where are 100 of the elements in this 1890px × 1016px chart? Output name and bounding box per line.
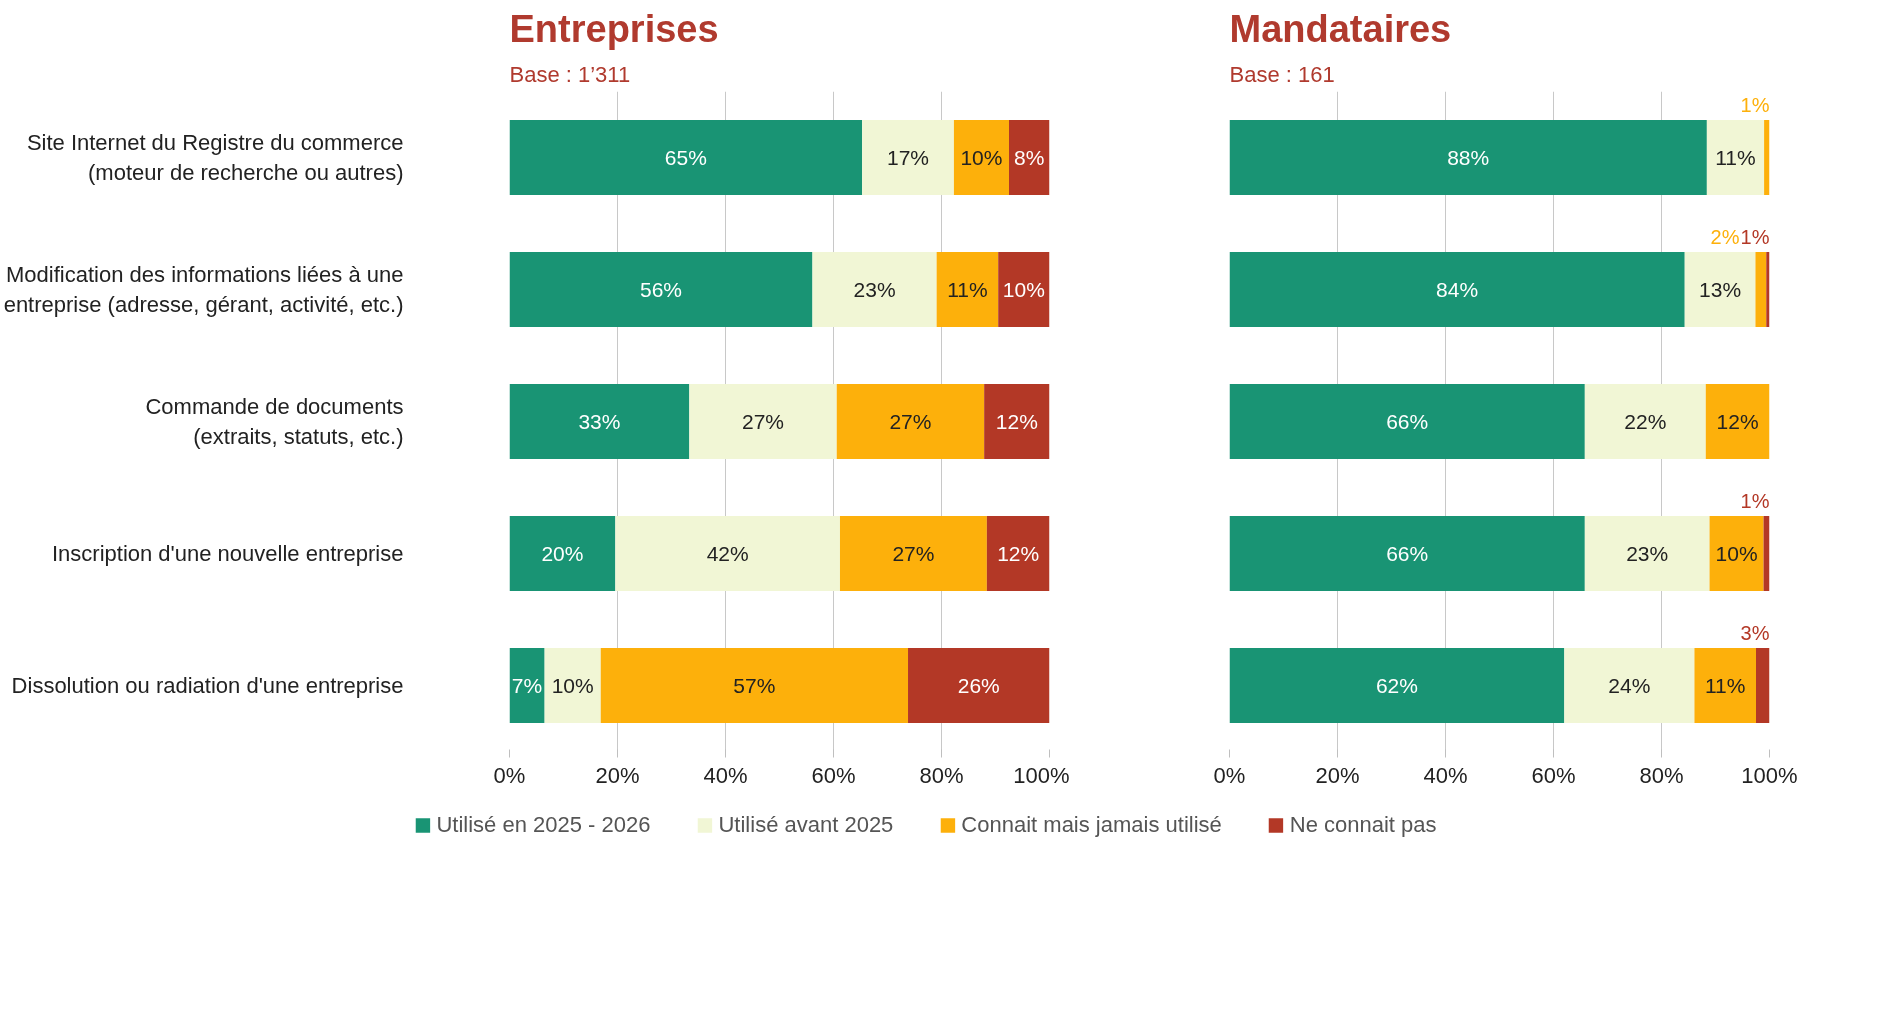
data-label: 24%	[1608, 674, 1651, 697]
legend-label: Connait mais jamais utilisé	[961, 812, 1222, 838]
data-label: 27%	[742, 410, 785, 433]
data-label: 56%	[639, 278, 682, 301]
bar	[544, 647, 601, 724]
data-label: 42%	[706, 542, 749, 565]
bar	[1706, 119, 1765, 196]
data-label: 10%	[551, 674, 594, 697]
bar	[509, 515, 616, 592]
data-label: 12%	[995, 410, 1038, 433]
x-tick-label: 80%	[1639, 762, 1684, 788]
data-label: 12%	[1716, 410, 1759, 433]
bar	[984, 383, 1050, 460]
bar	[1694, 647, 1756, 724]
data-label: 3%	[1740, 621, 1770, 644]
data-label: 33%	[578, 410, 621, 433]
bar	[1229, 119, 1707, 196]
x-tick-label: 80%	[919, 762, 964, 788]
bar	[1684, 251, 1756, 328]
y-tick-label: Modification des informations liées à une entreprise (adresse, gérant, activité, etc.)	[3, 262, 404, 317]
bar	[509, 383, 690, 460]
bar	[1755, 251, 1767, 328]
x-tick-label: 20%	[595, 762, 640, 788]
bar	[1584, 515, 1710, 592]
chart-title: Entreprises	[509, 7, 719, 50]
x-tick-label: 60%	[811, 762, 856, 788]
legend-label: Ne connait pas	[1289, 812, 1437, 838]
data-label: 27%	[892, 542, 935, 565]
data-label: 23%	[1626, 542, 1669, 565]
x-tick-label: 100%	[1741, 762, 1798, 788]
data-label: 88%	[1447, 146, 1490, 169]
bar	[812, 251, 937, 328]
x-tick-label: 100%	[1013, 762, 1070, 788]
x-tick-label: 0%	[1213, 762, 1246, 788]
bar	[509, 647, 545, 724]
data-label: 20%	[541, 542, 584, 565]
data-label: 1%	[1740, 225, 1770, 248]
x-tick-label: 60%	[1531, 762, 1576, 788]
bar	[615, 515, 840, 592]
chart-subtitle: Base : 161	[1229, 61, 1335, 87]
data-label: 2%	[1710, 225, 1740, 248]
data-label: 12%	[997, 542, 1040, 565]
x-tick-label: 0%	[493, 762, 526, 788]
y-tick-label: Dissolution ou radiation d'une entreprise	[11, 673, 404, 698]
data-label: 11%	[1715, 146, 1756, 169]
bar	[1766, 251, 1770, 328]
bar	[1229, 647, 1565, 724]
bar	[908, 647, 1050, 724]
bar	[862, 119, 954, 196]
bar	[509, 119, 863, 196]
data-label: 65%	[664, 146, 707, 169]
y-tick-label: Inscription d'une nouvelle entreprise	[51, 541, 404, 566]
data-label: 11%	[947, 278, 988, 301]
bar	[600, 647, 909, 724]
data-label: 1%	[1740, 489, 1770, 512]
data-label: 7%	[511, 674, 543, 697]
legend-label: Utilisé avant 2025	[718, 812, 894, 838]
bar	[839, 515, 987, 592]
data-label: 26%	[957, 674, 1000, 697]
bar	[1709, 515, 1764, 592]
data-label: 84%	[1436, 278, 1479, 301]
bar	[1009, 119, 1050, 196]
data-label: 23%	[853, 278, 896, 301]
data-label: 1%	[1740, 93, 1770, 116]
y-tick-label: Commande de documents (extraits, statuts, etc.)	[145, 394, 404, 449]
y-tick-label: Site Internet du Registre du commerce (moteur de recherche ou autres)	[26, 130, 404, 185]
x-tick-label: 40%	[703, 762, 748, 788]
chart-title: Mandataires	[1229, 7, 1452, 50]
legend-label: Utilisé en 2025 - 2026	[436, 812, 651, 838]
bar	[1229, 515, 1585, 592]
bar	[953, 119, 1009, 196]
x-tick-label: 20%	[1315, 762, 1360, 788]
bar	[998, 251, 1050, 328]
data-label: 10%	[960, 146, 1003, 169]
bar	[1756, 647, 1770, 724]
bar	[1764, 119, 1770, 196]
data-label: 10%	[1002, 278, 1045, 301]
bar	[1564, 647, 1695, 724]
data-label: 8%	[1014, 146, 1045, 169]
x-tick-label: 40%	[1423, 762, 1468, 788]
data-label: 13%	[1699, 278, 1742, 301]
bar	[509, 251, 813, 328]
data-label: 10%	[1715, 542, 1758, 565]
bar	[1229, 383, 1585, 460]
bar	[1229, 251, 1685, 328]
bar	[689, 383, 837, 460]
data-label: 57%	[733, 674, 776, 697]
bar	[986, 515, 1050, 592]
bar	[836, 383, 985, 460]
data-label: 66%	[1386, 410, 1429, 433]
bar	[1705, 383, 1770, 460]
data-label: 11%	[1704, 674, 1746, 697]
bar	[1584, 383, 1706, 460]
data-label: 17%	[887, 146, 930, 169]
chart-subtitle: Base : 1’311	[509, 61, 631, 87]
data-label: 27%	[889, 410, 932, 433]
data-label: 22%	[1624, 410, 1667, 433]
data-label: 62%	[1375, 674, 1418, 697]
bar	[936, 251, 999, 328]
data-label: 66%	[1386, 542, 1429, 565]
